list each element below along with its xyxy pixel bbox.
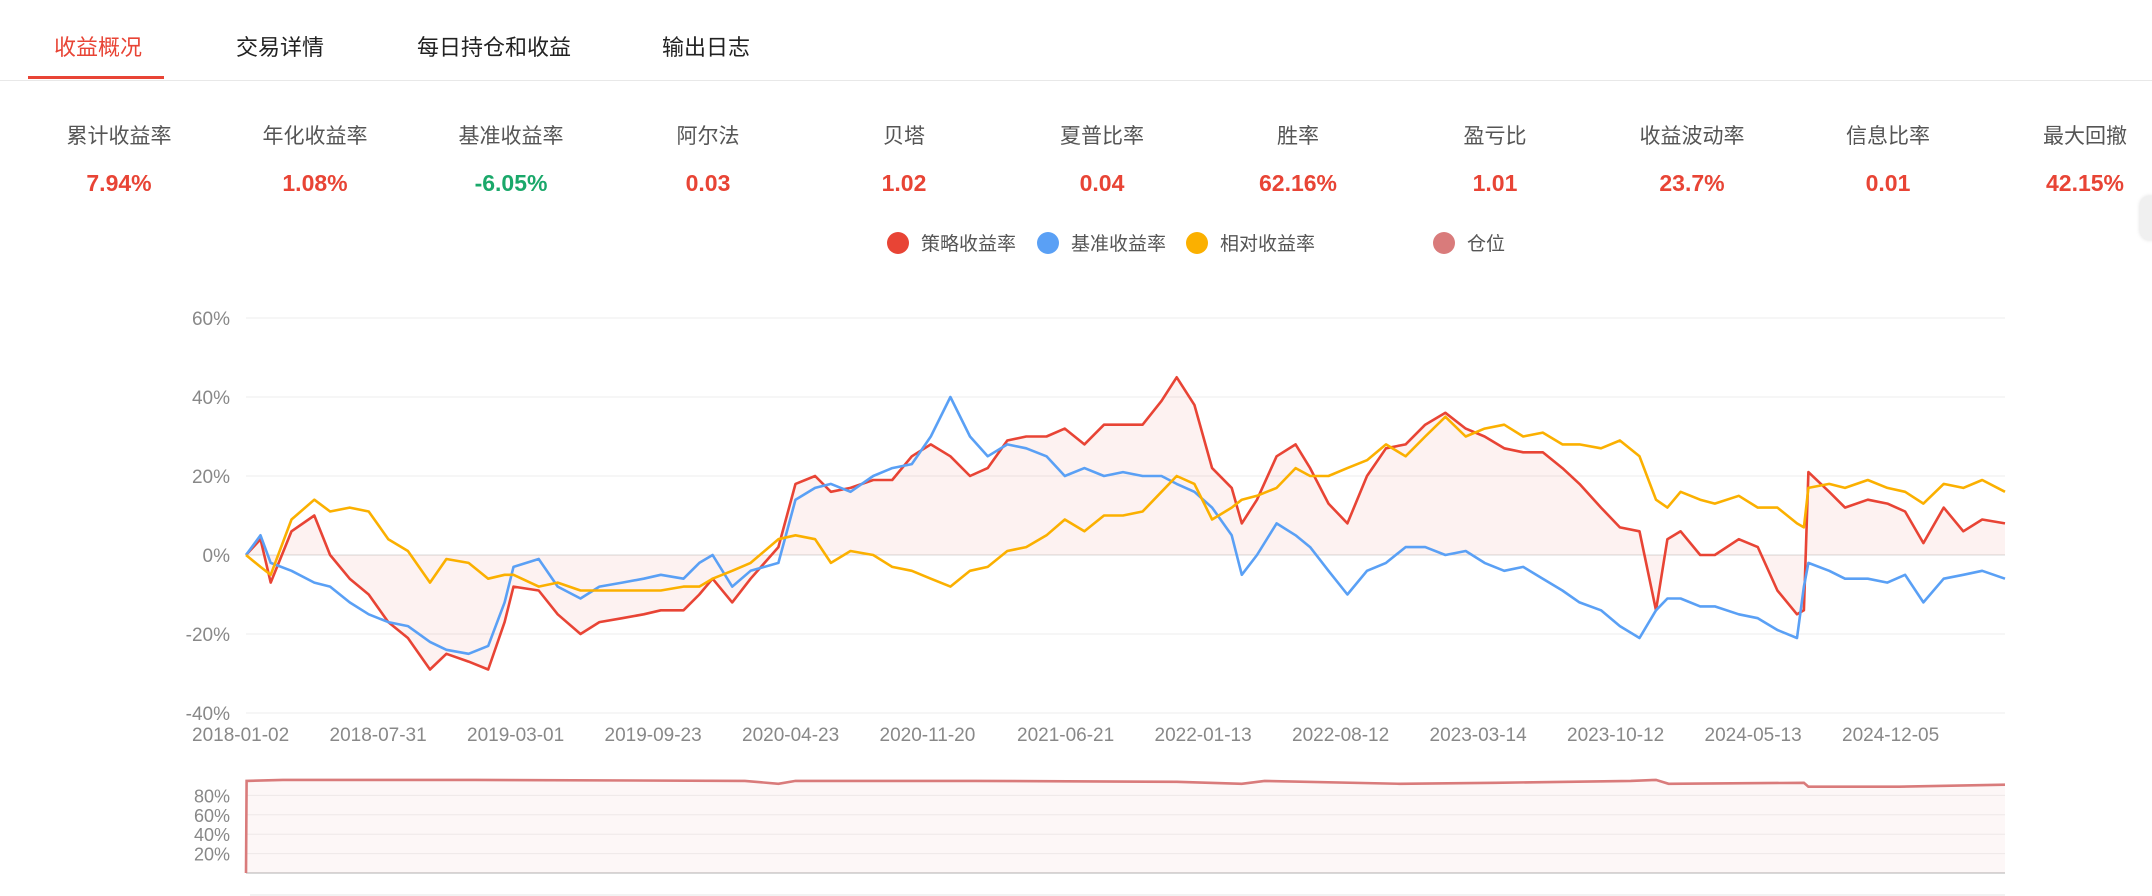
legend-label: 基准收益率 bbox=[1071, 234, 1167, 255]
legend-item-relative-return[interactable]: 相对收益率 bbox=[1186, 229, 1315, 256]
main-chart-series bbox=[244, 376, 2006, 671]
legend-dot bbox=[1433, 231, 1455, 254]
metric-max-drawdown: 最大回撤 42.15% bbox=[1987, 120, 2152, 197]
x-tick-label: 2018-01-02 bbox=[192, 725, 289, 746]
metric-alpha: 阿尔法 0.03 bbox=[610, 120, 806, 197]
benchmark-return-line bbox=[244, 395, 2006, 656]
metric-label: 盈亏比 bbox=[1463, 125, 1527, 148]
y-tick-label: 20% bbox=[192, 467, 230, 488]
position-chart-series bbox=[244, 778, 2006, 874]
y-tick-label: 20% bbox=[194, 845, 230, 865]
x-tick-label: 2024-05-13 bbox=[1705, 725, 1802, 746]
metric-value: 7.94% bbox=[86, 170, 152, 196]
x-tick-label: 2021-06-21 bbox=[1017, 725, 1114, 746]
x-tick-label: 2020-04-23 bbox=[742, 725, 839, 746]
x-tick-label: 2022-08-12 bbox=[1292, 725, 1389, 746]
metric-annual-return: 年化收益率 1.08% bbox=[217, 120, 413, 197]
x-tick-label: 2024-12-05 bbox=[1842, 725, 1939, 746]
metric-label: 最大回撤 bbox=[2043, 125, 2127, 148]
metric-win-rate: 胜率 62.16% bbox=[1200, 120, 1396, 197]
y-tick-label: -20% bbox=[186, 625, 230, 646]
x-tick-label: 2019-03-01 bbox=[467, 725, 564, 746]
legend-label: 仓位 bbox=[1467, 234, 1506, 255]
position-chart-y-axis: 80%60%40%20% bbox=[194, 786, 230, 864]
legend-item-strategy-return[interactable]: 策略收益率 bbox=[887, 229, 1016, 256]
y-tick-label: 40% bbox=[192, 388, 230, 409]
legend-item-benchmark-return[interactable]: 基准收益率 bbox=[1037, 229, 1166, 256]
main-chart-y-axis: 60% 40% 20% 0% -20% -40% bbox=[186, 309, 230, 725]
active-tab-indicator bbox=[28, 76, 164, 79]
metric-value: 0.03 bbox=[685, 170, 731, 196]
metric-label: 收益波动率 bbox=[1639, 125, 1745, 148]
position-line bbox=[244, 778, 2006, 874]
metric-label: 胜率 bbox=[1277, 125, 1319, 148]
y-tick-label: -40% bbox=[186, 704, 230, 725]
legend-dot bbox=[1186, 231, 1208, 254]
x-tick-label: 2020-11-20 bbox=[880, 725, 976, 746]
tab-overview[interactable]: 收益概况 bbox=[54, 35, 143, 60]
chart-legend: 策略收益率 基准收益率 相对收益率 仓位 bbox=[0, 229, 2152, 259]
legend-label: 策略收益率 bbox=[921, 234, 1017, 255]
metric-cumulative-return: 累计收益率 7.94% bbox=[21, 120, 217, 197]
metric-label: 累计收益率 bbox=[66, 125, 172, 148]
metric-value: -6.05% bbox=[474, 170, 548, 196]
x-tick-label: 2023-03-14 bbox=[1430, 725, 1528, 746]
tab-output-log[interactable]: 输出日志 bbox=[662, 35, 751, 60]
metric-profit-loss-ratio: 盈亏比 1.01 bbox=[1397, 120, 1593, 197]
main-chart-x-axis: 2018-01-02 2018-07-31 2019-03-01 2019-09-23… bbox=[192, 725, 1939, 746]
legend-item-position[interactable]: 仓位 bbox=[1433, 229, 1505, 256]
legend-dot bbox=[1037, 231, 1059, 254]
y-tick-label: 40% bbox=[194, 825, 230, 845]
x-tick-label: 2018-07-31 bbox=[330, 725, 427, 746]
metric-volatility: 收益波动率 23.7% bbox=[1594, 120, 1790, 197]
y-tick-label: 60% bbox=[192, 309, 230, 330]
metric-value: 1.08% bbox=[282, 170, 348, 196]
legend-label: 相对收益率 bbox=[1220, 234, 1316, 255]
position-chart-gridlines bbox=[246, 794, 2005, 896]
metric-value: 1.01 bbox=[1472, 170, 1518, 196]
metric-value: 23.7% bbox=[1659, 170, 1725, 196]
metric-label: 贝塔 bbox=[883, 125, 925, 148]
y-tick-label: 80% bbox=[194, 786, 230, 806]
x-tick-label: 2023-10-12 bbox=[1567, 725, 1664, 746]
strategy-return-line bbox=[245, 376, 2006, 671]
metric-value: 42.15% bbox=[2045, 170, 2124, 196]
side-panel-handle[interactable] bbox=[2140, 196, 2152, 240]
tab-bar: 收益概况 交易详情 每日持仓和收益 输出日志 bbox=[0, 0, 2152, 81]
metric-value: 62.16% bbox=[1258, 170, 1337, 196]
metric-benchmark-return: 基准收益率 -6.05% bbox=[413, 120, 609, 197]
metric-value: 0.01 bbox=[1865, 170, 1911, 196]
tab-daily-positions[interactable]: 每日持仓和收益 bbox=[417, 35, 572, 60]
relative-return-line bbox=[245, 415, 2006, 592]
metric-label: 夏普比率 bbox=[1060, 125, 1144, 148]
metric-sharpe-ratio: 夏普比率 0.04 bbox=[1004, 120, 1200, 197]
legend-dot bbox=[887, 231, 909, 254]
metric-value: 1.02 bbox=[881, 170, 927, 196]
y-tick-label: 60% bbox=[194, 806, 230, 826]
metric-information-ratio: 信息比率 0.01 bbox=[1790, 120, 1986, 197]
metric-value: 0.04 bbox=[1079, 170, 1125, 196]
metric-label: 信息比率 bbox=[1846, 125, 1930, 148]
x-tick-label: 2022-01-13 bbox=[1155, 725, 1252, 746]
position-area bbox=[246, 779, 2005, 873]
x-tick-label: 2019-09-23 bbox=[605, 725, 702, 746]
metric-label: 年化收益率 bbox=[262, 125, 368, 148]
tab-trade-details[interactable]: 交易详情 bbox=[236, 35, 325, 60]
metric-label: 阿尔法 bbox=[676, 125, 740, 148]
metric-label: 基准收益率 bbox=[458, 125, 564, 148]
metric-beta: 贝塔 1.02 bbox=[806, 120, 1002, 197]
strategy-return-shading bbox=[246, 377, 2005, 670]
y-tick-label: 0% bbox=[203, 546, 231, 567]
